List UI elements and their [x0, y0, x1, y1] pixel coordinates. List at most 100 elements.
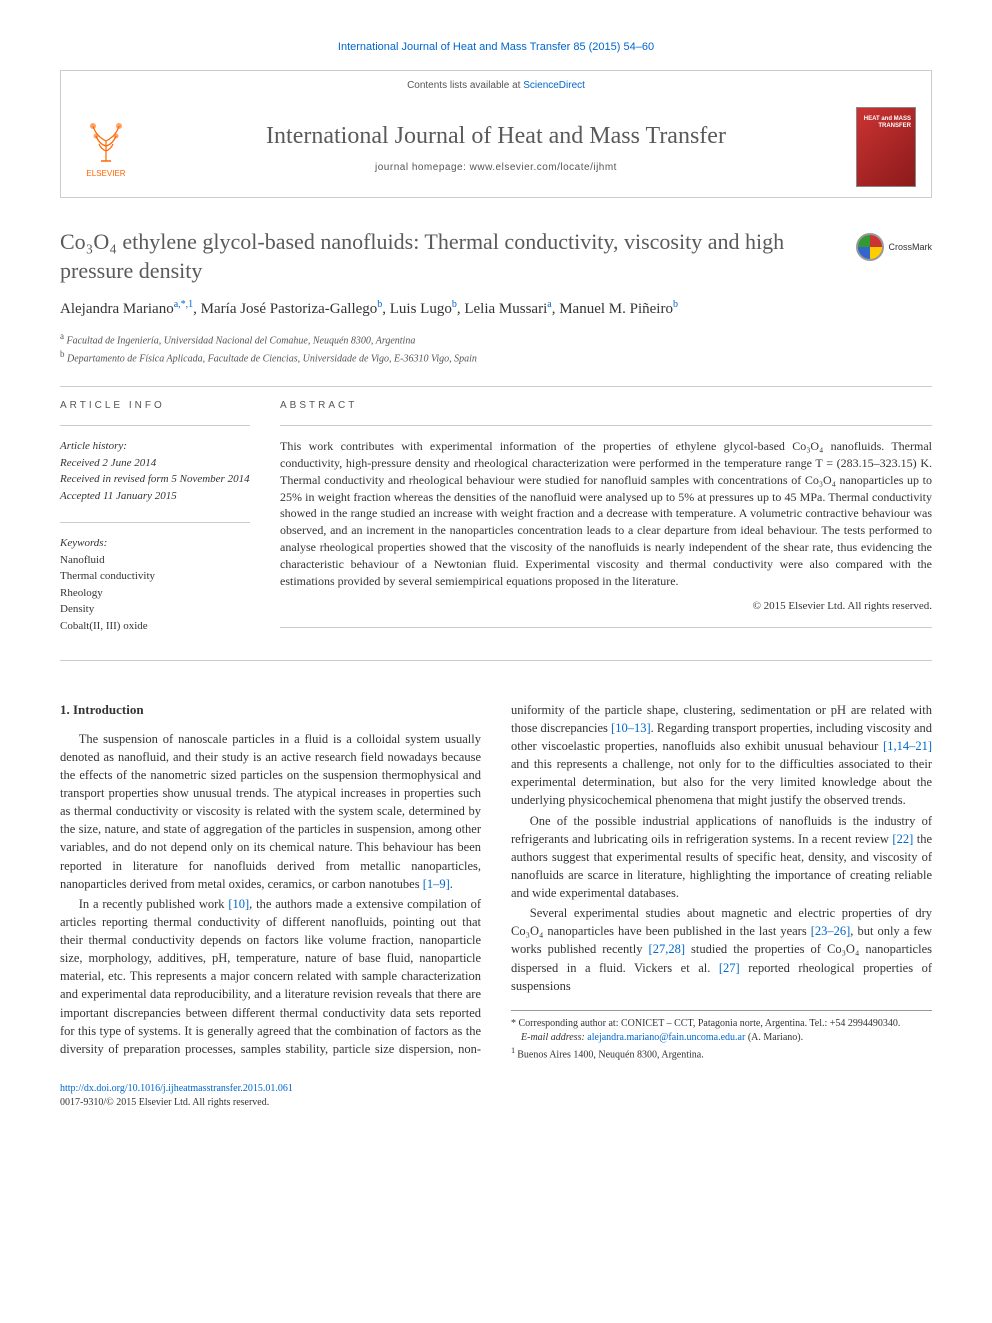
footnote-address: 1 Buenos Aires 1400, Neuquén 8300, Argen… — [511, 1045, 932, 1062]
author-sup[interactable]: b — [673, 299, 678, 310]
para-text: The suspension of nanoscale particles in… — [60, 732, 481, 891]
ref-link[interactable]: [23–26] — [811, 924, 851, 938]
body-text: 1. Introduction The suspension of nanosc… — [60, 701, 932, 1062]
author-sup[interactable]: a — [547, 299, 551, 310]
author-name: Luis Lugo — [390, 301, 452, 317]
divider — [280, 627, 932, 628]
info-abstract-row: ARTICLE INFO Article history: Received 2… — [60, 399, 932, 640]
keyword: Nanofluid — [60, 552, 250, 569]
top-citation: International Journal of Heat and Mass T… — [60, 40, 932, 55]
ref-link[interactable]: [27,28] — [649, 942, 685, 956]
crossmark-icon — [856, 233, 884, 261]
ref-link[interactable]: [27] — [719, 961, 740, 975]
divider — [280, 425, 932, 426]
para-text: . — [450, 877, 453, 891]
affiliation-b: b Departamento de Física Aplicada, Facul… — [60, 348, 932, 366]
keywords-label: Keywords: — [60, 535, 250, 552]
fn-email-label: E-mail address: — [521, 1032, 587, 1043]
fn-text: (A. Mariano). — [745, 1032, 803, 1043]
sciencedirect-link[interactable]: ScienceDirect — [523, 80, 585, 91]
email-link[interactable]: alejandra.mariano@fain.uncoma.edu.ar — [587, 1032, 745, 1043]
divider — [60, 425, 250, 426]
authors-line: Alejandra Marianoa,*,1, María José Pasto… — [60, 298, 932, 320]
author-0: Alejandra Marianoa,*,1 — [60, 301, 193, 317]
ref-link[interactable]: [1–9] — [423, 877, 450, 891]
author-name: Lelia Mussari — [464, 301, 547, 317]
author-sup[interactable]: b — [452, 299, 457, 310]
author-name: María José Pastoriza-Gallego — [201, 301, 378, 317]
para-text: In a recently published work — [79, 897, 229, 911]
article-history: Article history: Received 2 June 2014 Re… — [60, 438, 250, 504]
divider — [60, 522, 250, 523]
footnote-corresponding: * Corresponding author at: CONICET – CCT… — [511, 1017, 932, 1031]
elsevier-tree-icon — [81, 116, 131, 166]
bottom-info: http://dx.doi.org/10.1016/j.ijheatmasstr… — [60, 1082, 932, 1110]
crossmark-label: CrossMark — [888, 242, 932, 254]
history-label: Article history: — [60, 438, 250, 455]
aff-sup: b — [60, 349, 65, 359]
journal-homepage: journal homepage: www.elsevier.com/locat… — [156, 161, 836, 175]
divider — [60, 386, 932, 387]
para-text: and this represents a challenge, not onl… — [511, 757, 932, 807]
paragraph: One of the possible industrial applicati… — [511, 812, 932, 903]
abstract-column: ABSTRACT This work contributes with expe… — [280, 399, 932, 640]
history-item: Received in revised form 5 November 2014 — [60, 471, 250, 488]
author-sup[interactable]: a,*,1 — [174, 299, 193, 310]
ref-link[interactable]: [10–13] — [611, 721, 651, 735]
issn-copyright: 0017-9310/© 2015 Elsevier Ltd. All right… — [60, 1096, 932, 1110]
author-2: Luis Lugob — [390, 301, 457, 317]
section-heading: 1. Introduction — [60, 701, 481, 720]
page: International Journal of Heat and Mass T… — [0, 0, 992, 1140]
fn-label: * — [511, 1018, 519, 1029]
divider — [60, 660, 932, 661]
journal-title: International Journal of Heat and Mass T… — [156, 120, 836, 154]
ref-link[interactable]: [1,14–21] — [883, 739, 932, 753]
ref-link[interactable]: [10] — [228, 897, 249, 911]
abstract-label: ABSTRACT — [280, 399, 932, 413]
fn-text: Buenos Aires 1400, Neuquén 8300, Argenti… — [517, 1049, 703, 1060]
aff-text: Departamento de Física Aplicada, Faculta… — [67, 353, 477, 364]
keyword: Rheology — [60, 585, 250, 602]
author-name: Manuel M. Piñeiro — [559, 301, 673, 317]
journal-cover-thumbnail: HEAT and MASS TRANSFER — [856, 107, 916, 187]
abstract-text: This work contributes with experimental … — [280, 438, 932, 589]
contents-bar: Contents lists available at ScienceDirec… — [61, 71, 931, 97]
affiliation-a: a Facultad de Ingeniería, Universidad Na… — [60, 330, 932, 348]
journal-title-block: International Journal of Heat and Mass T… — [156, 120, 836, 176]
footnote-email: E-mail address: alejandra.mariano@fain.u… — [511, 1031, 932, 1045]
paragraph: Several experimental studies about magne… — [511, 904, 932, 995]
keyword: Density — [60, 601, 250, 618]
keywords-block: Keywords: Nanofluid Thermal conductivity… — [60, 535, 250, 634]
aff-text: Facultad de Ingeniería, Universidad Naci… — [67, 335, 416, 346]
affiliations: a Facultad de Ingeniería, Universidad Na… — [60, 330, 932, 367]
author-4: Manuel M. Piñeirob — [559, 301, 678, 317]
cover-text: HEAT and MASS TRANSFER — [857, 116, 911, 129]
author-1: María José Pastoriza-Gallegob — [201, 301, 383, 317]
copyright-line: © 2015 Elsevier Ltd. All rights reserved… — [280, 599, 932, 614]
homepage-prefix: journal homepage: — [375, 162, 470, 173]
elsevier-text: ELSEVIER — [86, 168, 125, 179]
doi-line: http://dx.doi.org/10.1016/j.ijheatmasstr… — [60, 1082, 932, 1096]
header-main: ELSEVIER International Journal of Heat a… — [61, 97, 931, 197]
aff-sup: a — [60, 331, 64, 341]
title-text: Co₃O₄ ethylene glycol-based nanofluids: … — [60, 229, 784, 283]
crossmark-badge[interactable]: CrossMark — [856, 233, 932, 261]
homepage-url[interactable]: www.elsevier.com/locate/ijhmt — [470, 162, 617, 173]
article-title: Co₃O₄ ethylene glycol-based nanofluids: … — [60, 228, 932, 285]
article-info-label: ARTICLE INFO — [60, 399, 250, 413]
author-sup[interactable]: b — [377, 299, 382, 310]
para-text: One of the possible industrial applicati… — [511, 814, 932, 846]
doi-link[interactable]: http://dx.doi.org/10.1016/j.ijheatmasstr… — [60, 1083, 293, 1094]
fn-text: Corresponding author at: CONICET – CCT, … — [519, 1018, 901, 1029]
article-info-column: ARTICLE INFO Article history: Received 2… — [60, 399, 250, 640]
author-3: Lelia Mussaria — [464, 301, 551, 317]
history-item: Accepted 11 January 2015 — [60, 488, 250, 505]
history-item: Received 2 June 2014 — [60, 455, 250, 472]
ref-link[interactable]: [22] — [892, 832, 913, 846]
author-name: Alejandra Mariano — [60, 301, 174, 317]
contents-prefix: Contents lists available at — [407, 80, 523, 91]
keyword: Cobalt(II, III) oxide — [60, 618, 250, 635]
footnotes: * Corresponding author at: CONICET – CCT… — [511, 1010, 932, 1062]
elsevier-logo: ELSEVIER — [76, 112, 136, 182]
keyword: Thermal conductivity — [60, 568, 250, 585]
